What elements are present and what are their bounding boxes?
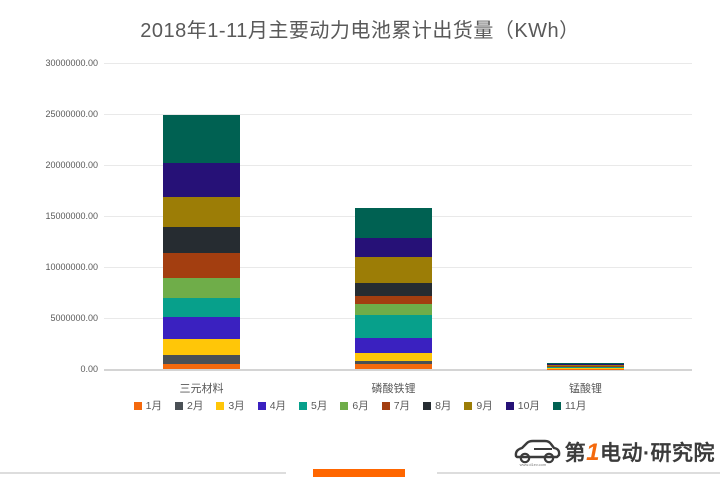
legend-swatch <box>299 401 308 410</box>
logo-brand-prefix: 第 <box>564 442 587 465</box>
bar-segment-5月 <box>163 297 240 317</box>
logo-org: 研究院 <box>650 442 715 465</box>
bar-segment-4月 <box>547 367 624 369</box>
legend-swatch <box>175 401 183 410</box>
legend-label: 2月 <box>187 400 204 412</box>
bar-segment-6月 <box>355 304 432 316</box>
y-axis-tick-label: 0.00 <box>80 364 98 374</box>
brand-logo: www.d1ev.com 第1电动·研究院 <box>512 433 715 471</box>
plot-area: 30000000.00 25000000.00 20000000.00 1500000… <box>45 58 692 395</box>
bar-segment-8月 <box>355 283 432 296</box>
legend-item-2月: 2月 <box>175 398 203 413</box>
legend: 1月 2月 3月 4月 5月 6月 7月 8月 9月 10月 11月 <box>0 398 720 413</box>
legend-swatch <box>552 401 561 410</box>
legend-item-11月: 11月 <box>552 398 587 413</box>
y-axis-tick-label: 25000000.00 <box>45 109 98 119</box>
bar-segment-9月 <box>547 365 624 366</box>
bar-segment-3月 <box>355 353 432 361</box>
legend-item-5月: 5月 <box>299 398 327 413</box>
gridline <box>104 114 692 115</box>
legend-label: 7月 <box>393 400 411 412</box>
legend-item-9月: 9月 <box>464 398 493 413</box>
bar-segment-6月 <box>547 366 624 368</box>
legend-label: 5月 <box>311 400 328 412</box>
logo-separator: · <box>643 442 651 465</box>
legend-label: 4月 <box>269 400 287 412</box>
legend-swatch <box>381 401 390 410</box>
category-label: 磷酸铁锂 <box>371 383 416 395</box>
legend-swatch <box>505 401 514 410</box>
bar-segment-9月 <box>163 196 240 227</box>
stacked-bar-三元材料 <box>163 115 240 369</box>
bar-segment-4月 <box>163 316 240 340</box>
logo-text: 第1电动·研究院 <box>565 437 715 467</box>
category-label: 三元材料 <box>179 383 224 395</box>
legend-label: 3月 <box>228 400 245 412</box>
logo-brand-number: 1 <box>586 439 600 466</box>
bar-segment-4月 <box>355 338 432 354</box>
bar-segment-11月 <box>547 362 624 365</box>
legend-swatch <box>216 401 225 410</box>
category-label: 锰酸锂 <box>569 383 602 395</box>
y-axis-tick-label: 30000000.00 <box>45 58 98 68</box>
legend-label: 6月 <box>352 400 369 412</box>
legend-label: 11月 <box>564 400 587 412</box>
bar-segment-1月 <box>163 364 240 369</box>
bar-segment-8月 <box>163 226 240 254</box>
y-axis-tick-label: 20000000.00 <box>45 160 98 170</box>
logo-brand-suffix: 电动 <box>600 442 643 465</box>
legend-swatch <box>257 401 266 410</box>
y-axis-tick-label: 5000000.00 <box>50 313 98 323</box>
bar-segment-7月 <box>355 295 432 305</box>
legend-item-4月: 4月 <box>257 398 287 413</box>
legend-item-6月: 6月 <box>340 398 369 413</box>
footer-accent-bar <box>313 469 405 477</box>
bar-segment-9月 <box>355 257 432 284</box>
footer-divider-right <box>437 472 720 474</box>
footer-divider-left <box>0 472 286 474</box>
gridline <box>104 63 692 64</box>
gridline <box>104 165 692 166</box>
legend-item-7月: 7月 <box>381 398 411 413</box>
bar-segment-6月 <box>163 277 240 298</box>
legend-item-3月: 3月 <box>216 398 245 413</box>
bar-segment-10月 <box>547 364 624 366</box>
bar-segment-10月 <box>163 162 240 197</box>
chart-title: 2018年1-11月主要动力电池累计出货量（KWh） <box>140 20 580 42</box>
bar-segment-8月 <box>547 365 624 367</box>
legend-label: 8月 <box>435 400 452 412</box>
bar-segment-10月 <box>355 238 432 258</box>
legend-item-10月: 10月 <box>505 398 540 413</box>
legend-label: 1月 <box>145 400 162 412</box>
logo-url: www.d1ev.com <box>519 462 547 467</box>
bar-segment-5月 <box>547 367 624 368</box>
car-icon: www.d1ev.com <box>512 436 562 468</box>
legend-swatch <box>423 401 432 410</box>
bar-segment-1月 <box>355 364 432 369</box>
y-axis-tick-label: 10000000.00 <box>45 262 98 272</box>
legend-swatch <box>133 401 142 410</box>
legend-swatch <box>340 401 349 410</box>
stacked-bar-锰酸锂 <box>547 362 624 369</box>
legend-item-1月: 1月 <box>133 398 162 413</box>
legend-item-8月: 8月 <box>423 398 451 413</box>
bar-segment-3月 <box>163 339 240 356</box>
legend-label: 10月 <box>517 400 540 412</box>
legend-label: 9月 <box>476 400 493 412</box>
bar-segment-2月 <box>355 360 432 365</box>
stacked-bar-磷酸铁锂 <box>355 208 432 369</box>
bar-segment-11月 <box>163 115 240 163</box>
legend-swatch <box>464 401 473 410</box>
bar-segment-5月 <box>355 315 432 339</box>
bar-segment-2月 <box>163 355 240 365</box>
y-axis-tick-label: 15000000.00 <box>45 211 98 221</box>
gridline <box>104 369 692 371</box>
bar-segment-11月 <box>355 208 432 239</box>
bar-segment-7月 <box>163 253 240 278</box>
